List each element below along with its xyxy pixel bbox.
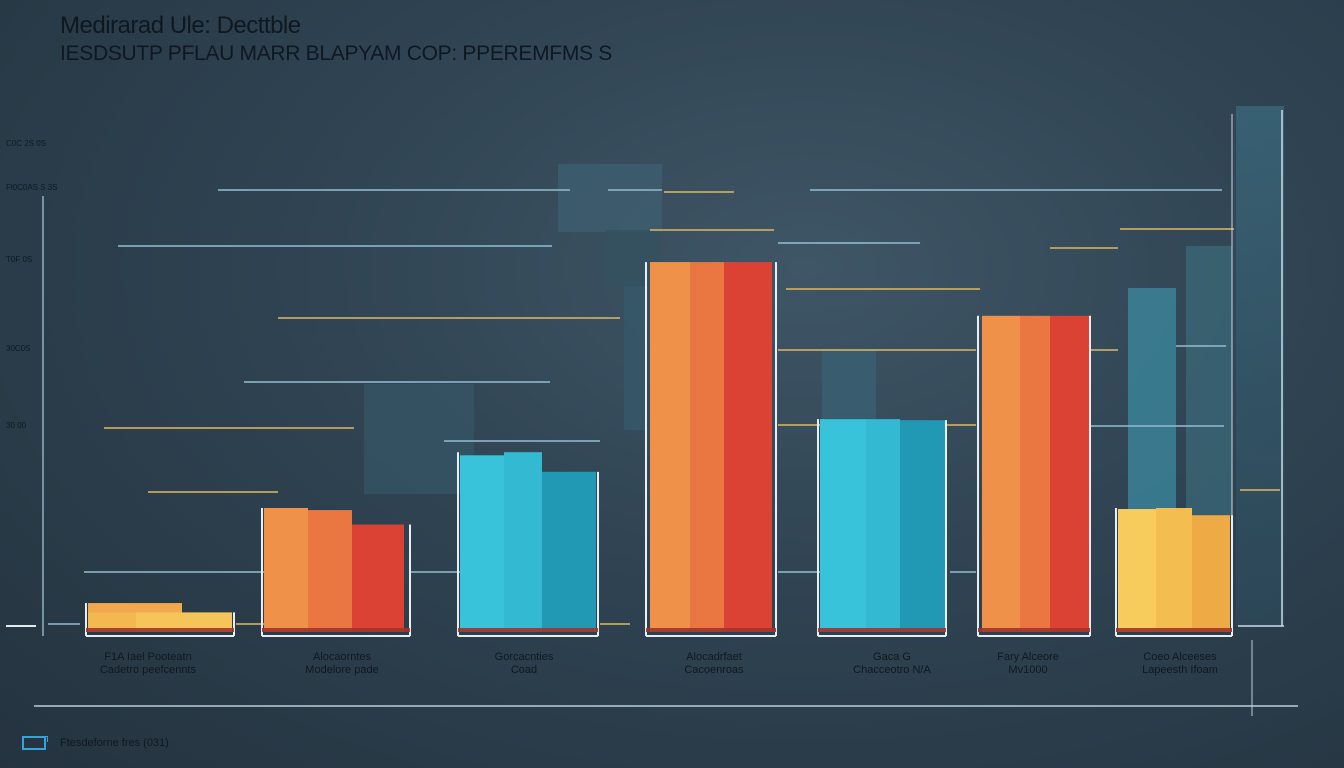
background-panel xyxy=(558,164,662,232)
bar xyxy=(308,510,352,632)
footer-label: Ftesdeforne fres (031) xyxy=(60,737,169,749)
y-tick-label: C0C 2S 0S xyxy=(6,139,46,148)
bar-base xyxy=(646,628,776,632)
x-tick-label: Coeo Alceeses xyxy=(1143,651,1217,663)
x-tick-label: Lapeesth Ifoam xyxy=(1142,664,1218,676)
x-tick-label: Alocaorntes xyxy=(313,651,372,663)
x-tick-label: Modelore pade xyxy=(305,664,378,676)
bar-base xyxy=(978,628,1090,632)
bar-group xyxy=(977,315,1091,637)
background-panel xyxy=(624,282,646,430)
bar xyxy=(1192,515,1230,632)
x-tick-label: Chacceotro N/A xyxy=(853,664,931,676)
bar-base xyxy=(818,628,946,632)
bar xyxy=(982,315,1020,632)
bar-group xyxy=(817,419,947,637)
x-tick-label: Fary Alceore xyxy=(997,651,1059,663)
background-panel xyxy=(364,384,474,494)
bar-group xyxy=(85,603,235,637)
bar-base xyxy=(262,628,410,632)
bar xyxy=(542,471,596,632)
y-tick-label: Fl0C0AS S 3S xyxy=(6,183,58,192)
bar-base xyxy=(1116,628,1232,632)
x-tick-label: Gorcacnties xyxy=(495,651,554,663)
bar-group xyxy=(645,262,777,637)
bar xyxy=(352,524,404,632)
y-tick-labels: C0C 2S 0S Fl0C0AS S 3S T0F 0S 30C0S 30 00 xyxy=(6,139,58,430)
x-tick-label: F1A Iael Pooteatn xyxy=(104,651,191,663)
bar xyxy=(1050,315,1090,632)
footer: Ftesdeforne fres (031) xyxy=(22,735,169,750)
y-tick-label: 30C0S xyxy=(6,344,30,353)
y-tick-label: T0F 0S xyxy=(6,255,32,264)
bar xyxy=(460,455,504,632)
bar xyxy=(690,262,724,632)
bar xyxy=(264,508,308,632)
x-tick-label: Alocadrfaet xyxy=(686,651,742,663)
x-tick-label: Mv1000 xyxy=(1008,664,1047,676)
x-tick-label: Coad xyxy=(511,664,537,676)
bar xyxy=(1118,509,1156,632)
background-panel xyxy=(1186,246,1232,516)
chart-icon xyxy=(22,735,49,750)
bar xyxy=(724,262,772,632)
bar xyxy=(866,419,900,632)
bar xyxy=(88,612,136,632)
bar xyxy=(900,420,946,632)
bar xyxy=(650,262,690,632)
chart-subtitle: IESDSUTP PFLAU MARR BLAPYAM COP: PPEREMF… xyxy=(60,42,612,65)
gridlines xyxy=(48,189,1280,625)
bar xyxy=(136,612,232,632)
background-panel xyxy=(822,350,876,430)
bar-base xyxy=(86,628,234,632)
bars xyxy=(85,262,1233,637)
chart-title: Medirarad Ule: Decttble xyxy=(60,12,301,39)
x-tick-label: Cadetro peefcennts xyxy=(100,664,197,676)
bar xyxy=(1020,315,1050,632)
y-tick-label: 30 00 xyxy=(6,421,27,430)
bar xyxy=(1156,508,1192,632)
background-panels xyxy=(364,106,1284,626)
bar-group xyxy=(457,452,599,637)
bar-base xyxy=(458,628,598,632)
x-tick-label: Cacoenroas xyxy=(684,664,744,676)
background-panel xyxy=(1128,288,1176,518)
bar-group xyxy=(261,508,411,637)
bar xyxy=(820,419,866,632)
bar-group xyxy=(1115,508,1233,637)
background-panel xyxy=(1236,106,1284,626)
x-tick-label: Gaca G xyxy=(873,651,911,663)
bar xyxy=(504,452,542,632)
